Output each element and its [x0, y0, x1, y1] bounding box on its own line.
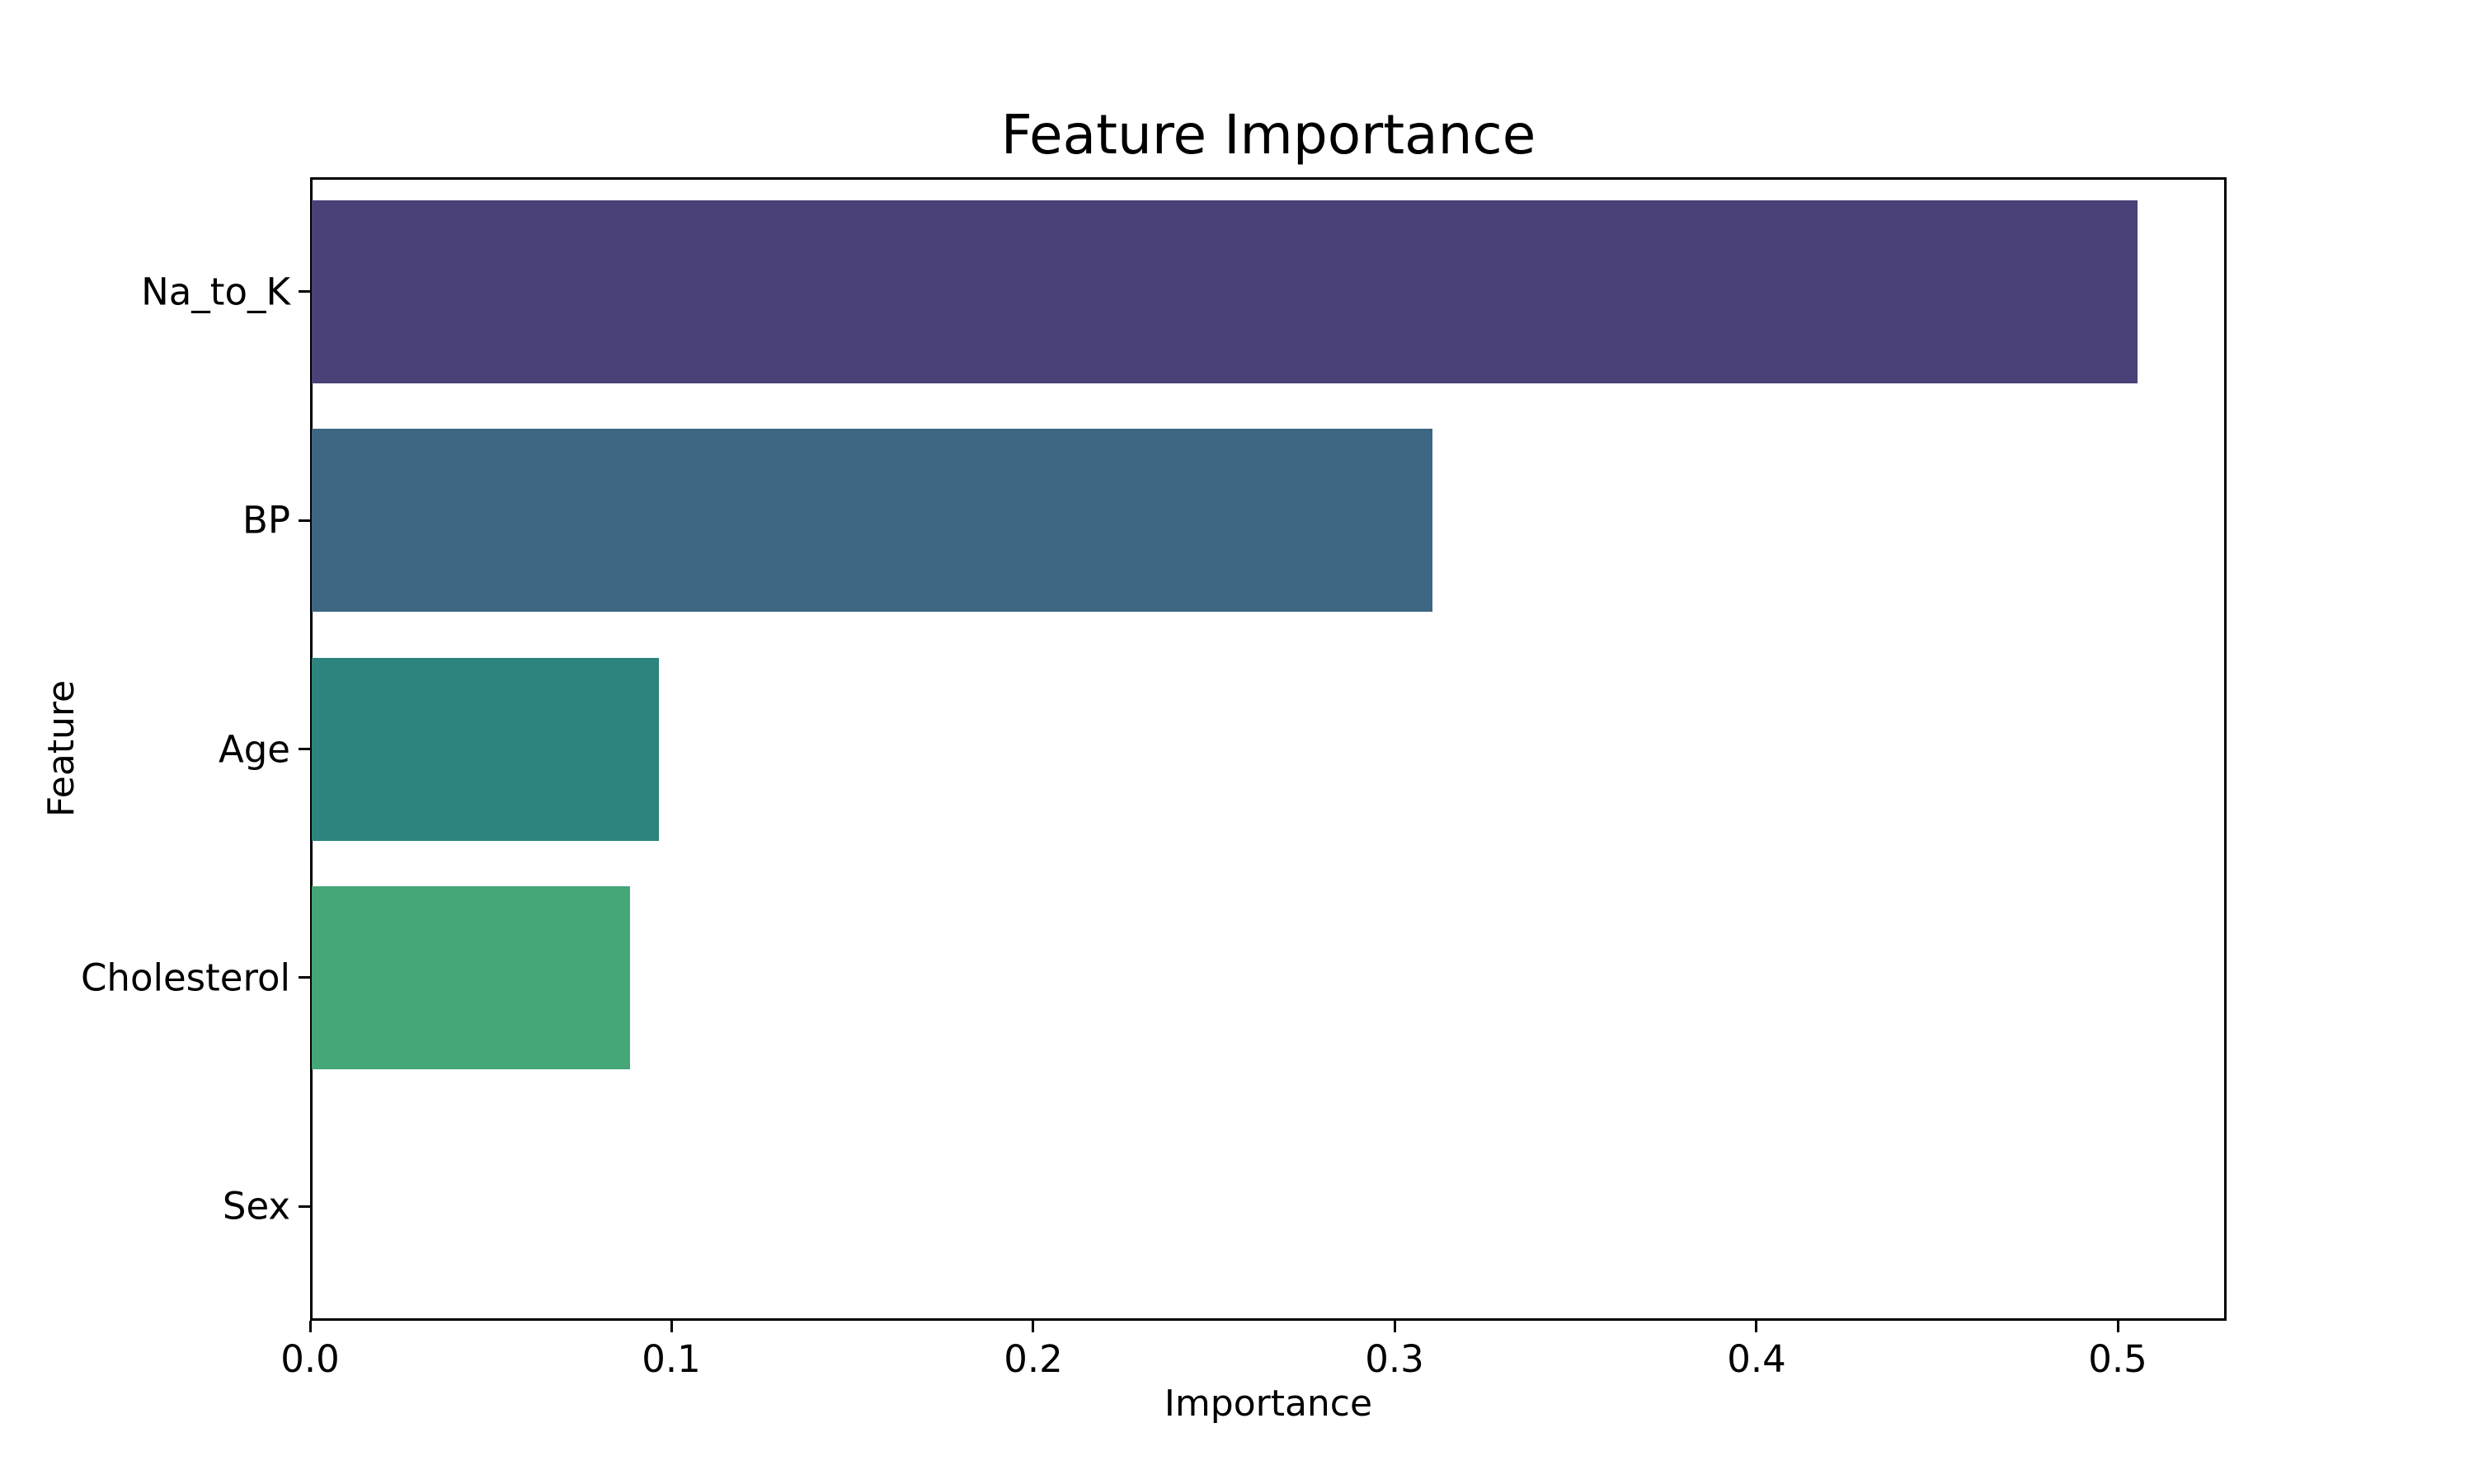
- x-tick-label: 0.4: [1727, 1337, 1786, 1381]
- x-tick-label: 0.3: [1365, 1337, 1424, 1381]
- y-tick-label: Na_to_K: [141, 270, 290, 314]
- y-tick: [299, 290, 310, 293]
- x-tick-label: 0.0: [280, 1337, 340, 1381]
- bar-na_to_k: [312, 200, 2138, 383]
- y-tick-label: Cholesterol: [81, 956, 290, 1000]
- y-tick: [299, 748, 310, 750]
- x-tick-label: 0.1: [642, 1337, 701, 1381]
- x-axis-label: Importance: [1164, 1383, 1373, 1425]
- x-tick: [1394, 1321, 1396, 1332]
- x-tick: [670, 1321, 673, 1332]
- y-tick-label: BP: [242, 498, 290, 542]
- y-tick: [299, 519, 310, 522]
- y-tick: [299, 1205, 310, 1208]
- x-tick: [309, 1321, 312, 1332]
- x-tick: [1755, 1321, 1757, 1332]
- y-tick-label: Age: [218, 727, 290, 772]
- x-tick: [2117, 1321, 2119, 1332]
- bar-cholesterol: [312, 886, 630, 1069]
- x-tick: [1032, 1321, 1034, 1332]
- y-tick-label: Sex: [222, 1184, 290, 1228]
- chart-title: Feature Importance: [1000, 103, 1536, 167]
- y-tick: [299, 976, 310, 979]
- x-tick-label: 0.2: [1004, 1337, 1063, 1381]
- bar-bp: [312, 429, 1432, 612]
- x-tick-label: 0.5: [2088, 1337, 2147, 1381]
- bar-age: [312, 658, 659, 841]
- y-axis-label: Feature: [40, 679, 82, 818]
